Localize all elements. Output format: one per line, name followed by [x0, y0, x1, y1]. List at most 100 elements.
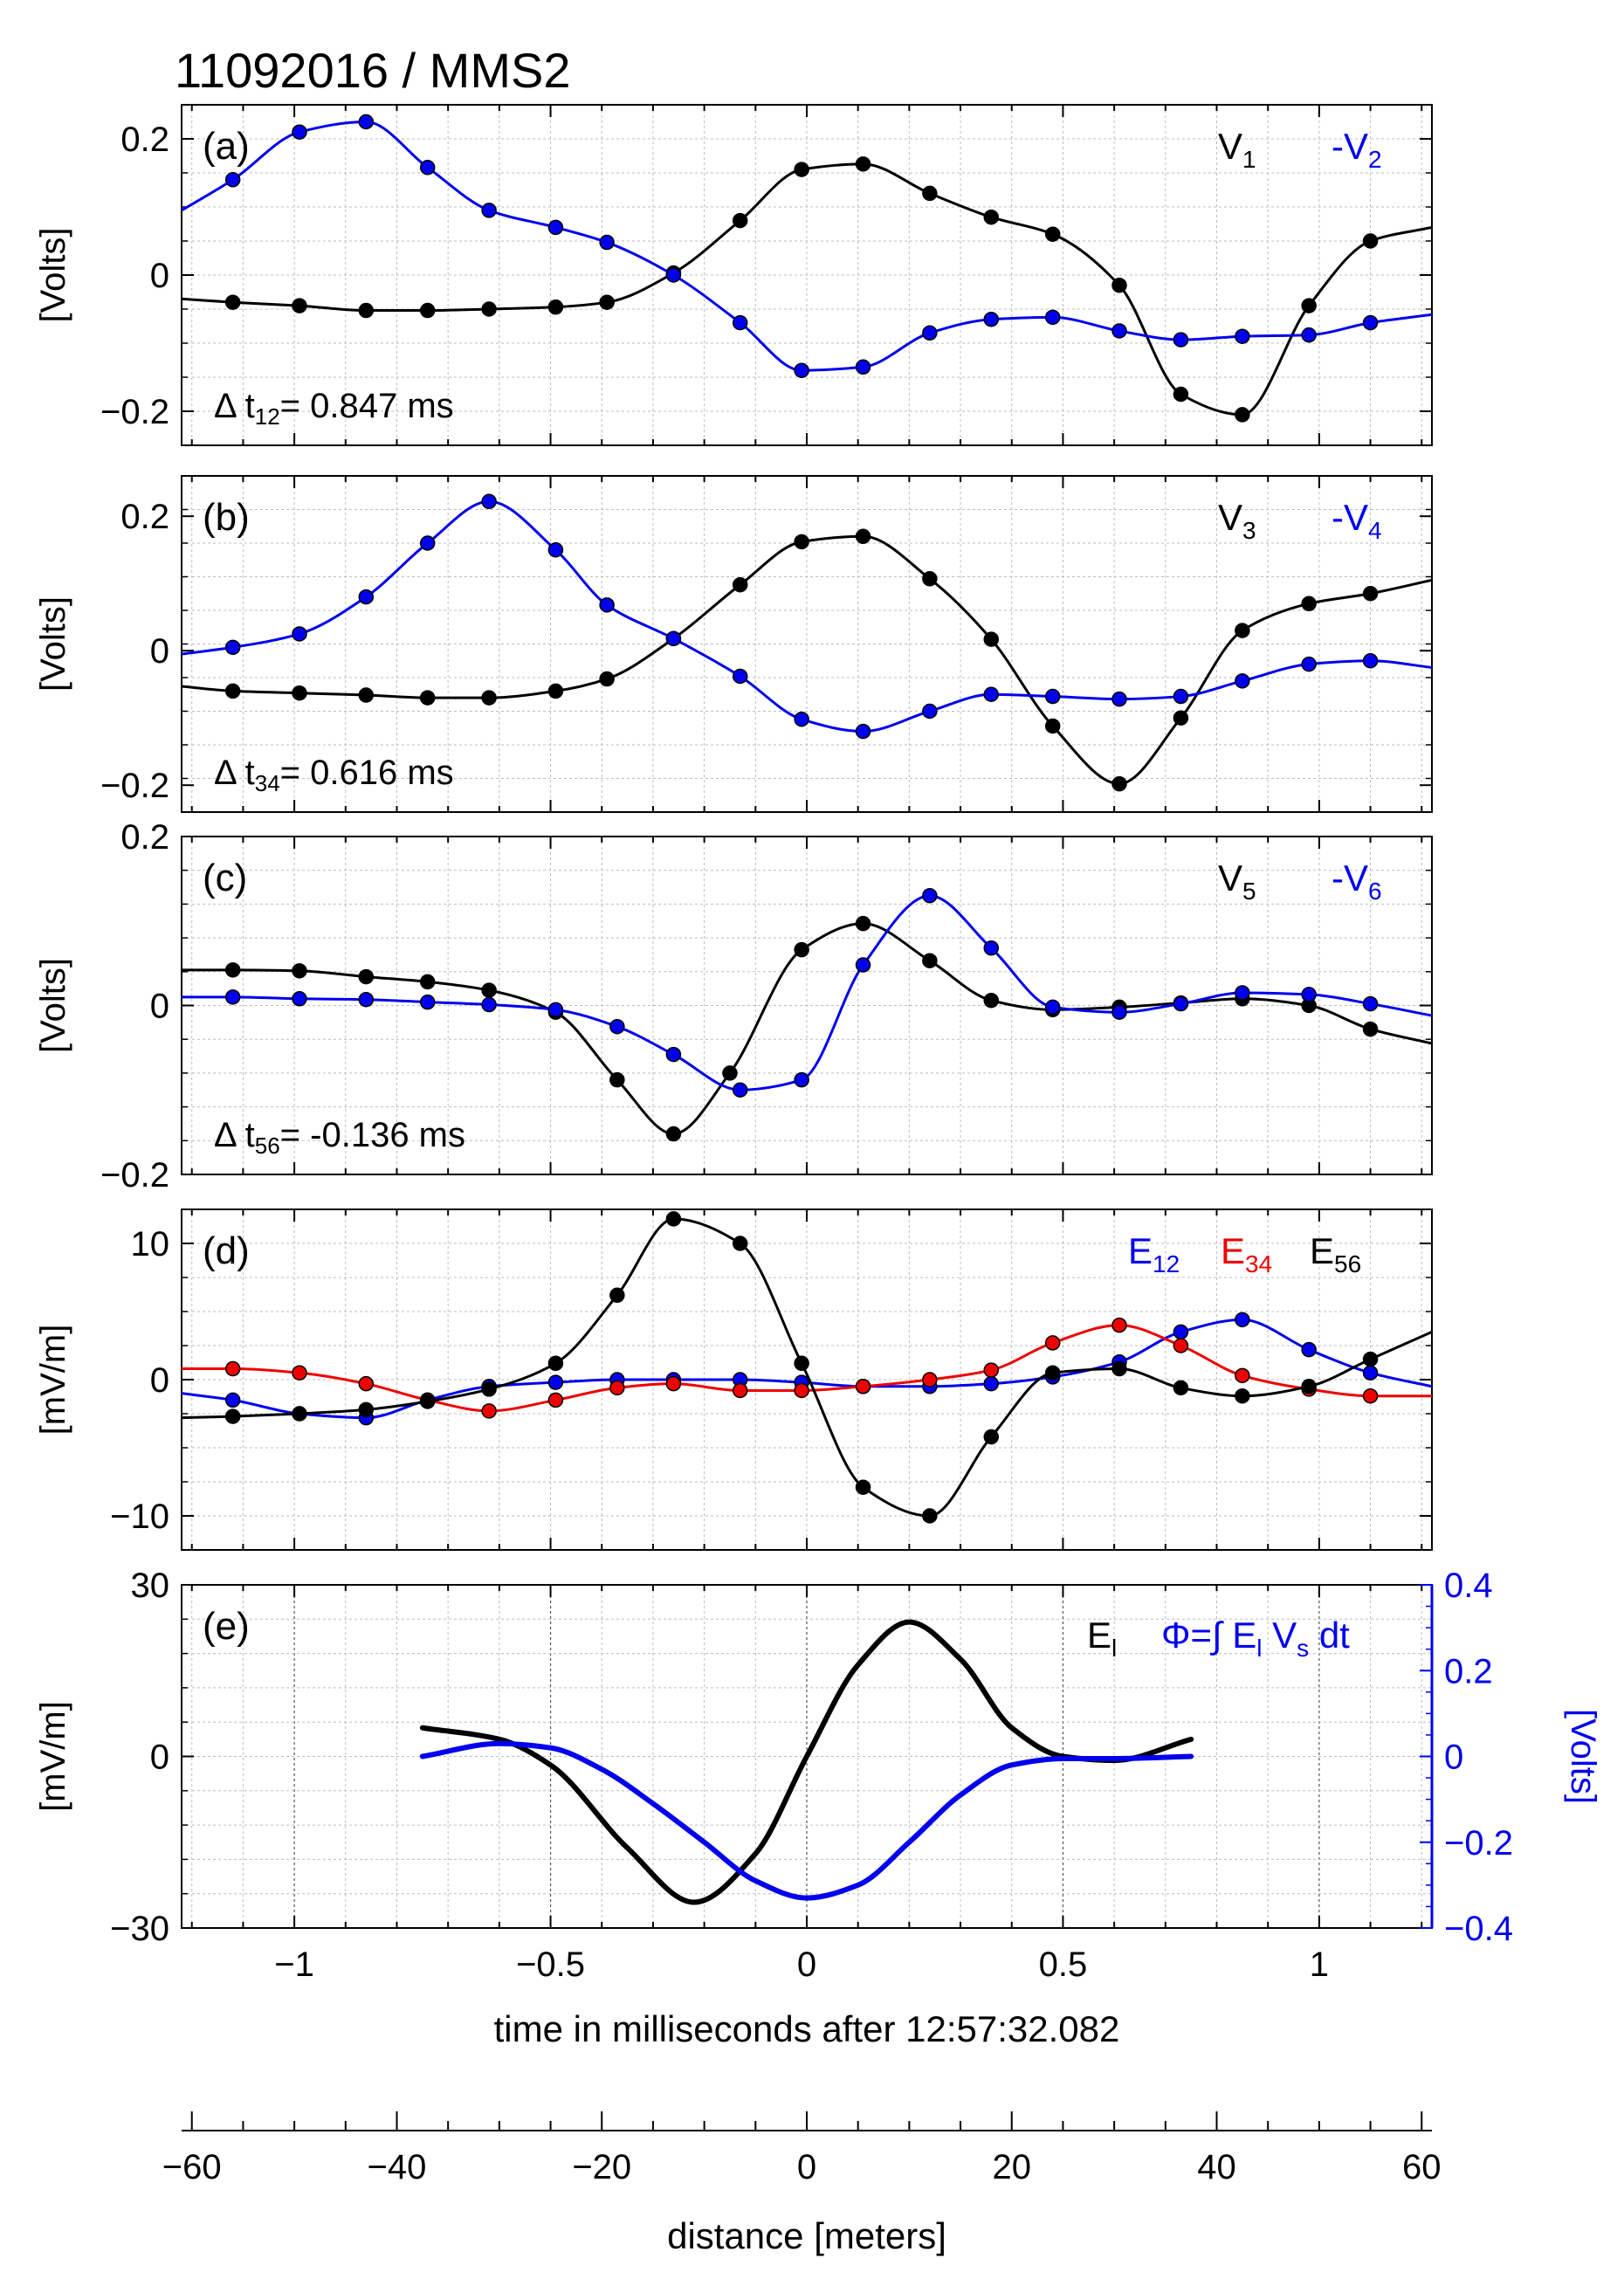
data-point-E56 — [547, 1355, 564, 1372]
data-point-E34 — [1173, 1338, 1189, 1353]
data-point-E56 — [1044, 1365, 1061, 1381]
data-point-E56 — [419, 1394, 436, 1409]
right-y-tick-label: 0 — [1444, 1739, 1463, 1777]
legend-entry: E34 — [1221, 1230, 1272, 1277]
data-point-V3 — [599, 671, 615, 687]
data-point-E56 — [1235, 1388, 1250, 1404]
data-point-E34 — [855, 1379, 871, 1394]
delta-t-subscript: 56 — [255, 1133, 280, 1159]
data-point-V1 — [1301, 298, 1317, 313]
series-line-V5 — [182, 922, 1432, 1136]
data-point-E34 — [922, 1372, 938, 1388]
delta-t-value: = 0.847 ms — [280, 387, 454, 425]
data-point--V2 — [1235, 328, 1250, 344]
data-point--V4 — [983, 686, 1000, 702]
delta-t-label: Δ t — [214, 754, 255, 792]
y-axis-label: [Volts] — [34, 596, 72, 692]
data-point-V3 — [292, 685, 307, 701]
data-point-V3 — [419, 690, 436, 706]
data-point--V4 — [547, 541, 564, 558]
data-point--V6 — [922, 887, 938, 904]
legend-entry: -V2 — [1332, 126, 1382, 173]
legend-label: E — [1310, 1230, 1334, 1271]
data-point-E56 — [983, 1429, 1000, 1445]
legend-entry-El: El — [1087, 1615, 1117, 1662]
data-point-E56 — [1173, 1380, 1189, 1396]
legend-entry: V3 — [1218, 497, 1256, 544]
distance-tick-label: −60 — [162, 2148, 222, 2186]
data-point-E34 — [1044, 1335, 1061, 1351]
delta-t-subscript: 12 — [255, 403, 280, 430]
data-point--V6 — [732, 1082, 748, 1098]
y-tick-label: 10 — [131, 1225, 170, 1264]
series-line--V6 — [182, 894, 1432, 1091]
data-point--V2 — [665, 267, 682, 283]
panel-e: −30 0 30 [mV/m] (e) −0.4 −0.2 0 0.2 0.4 [Volts] −1 −… — [34, 1567, 1602, 2049]
x-ticks — [182, 1209, 1432, 1550]
data-point--V4 — [419, 535, 436, 551]
right-y-tick-label: −0.4 — [1444, 1910, 1513, 1948]
data-point--V2 — [224, 172, 241, 188]
data-point--V6 — [1301, 987, 1317, 1002]
data-point-V5 — [609, 1071, 625, 1088]
figure-title: 11092016 / MMS2 — [175, 43, 570, 98]
legend-label: -V — [1332, 497, 1368, 538]
data-point-V1 — [1235, 407, 1250, 423]
gridlines — [182, 105, 1432, 445]
distance-tick-label: 60 — [1402, 2148, 1442, 2186]
y-tick-label: 0 — [150, 1739, 169, 1777]
data-point--V4 — [1044, 688, 1061, 705]
data-point-V5 — [481, 982, 497, 998]
x-ticks — [182, 836, 1432, 1175]
legend-subscript: 2 — [1368, 146, 1382, 173]
data-point-E56 — [358, 1401, 375, 1418]
data-point--V2 — [358, 114, 375, 130]
data-point-V1 — [1362, 233, 1379, 249]
gridlines — [182, 837, 1432, 1174]
distance-axis-label: distance [meters] — [667, 2215, 946, 2256]
data-point--V6 — [794, 1071, 809, 1088]
series-group — [182, 887, 1432, 1142]
data-point-V3 — [358, 687, 375, 703]
data-point-E56 — [732, 1236, 748, 1251]
data-point-V1 — [224, 294, 241, 310]
data-point-E12 — [547, 1374, 564, 1390]
x-tick-label: −0.5 — [516, 1945, 585, 1984]
data-point-V5 — [419, 974, 436, 990]
data-point--V6 — [665, 1046, 682, 1063]
data-point-E34 — [547, 1392, 564, 1408]
series-line-V3 — [182, 534, 1432, 786]
legend-label: V — [1218, 126, 1242, 167]
data-point--V2 — [1044, 309, 1061, 326]
legend-label: V — [1262, 1615, 1297, 1656]
data-point-V1 — [794, 162, 809, 177]
data-point-V3 — [1044, 718, 1061, 734]
distance-tick-label: 40 — [1197, 2148, 1236, 2186]
data-point-V1 — [1111, 277, 1127, 293]
data-point--V4 — [855, 723, 871, 740]
legend-label: E — [1128, 1230, 1153, 1271]
delta-t-subscript: 34 — [255, 770, 280, 796]
data-point--V4 — [292, 626, 307, 642]
legend-entry: -V4 — [1332, 497, 1382, 544]
data-point-E12 — [1173, 1324, 1189, 1340]
x-ticks — [182, 1584, 1423, 1929]
data-point--V4 — [1111, 691, 1127, 707]
legend-entry: E56 — [1310, 1230, 1361, 1277]
data-point--V4 — [358, 589, 375, 605]
distance-axis: −60 −40 −20 0 20 40 60 distance [meters] — [162, 2111, 1442, 2256]
data-point-E12 — [224, 1392, 241, 1408]
data-point-E34 — [609, 1380, 625, 1396]
data-point--V2 — [855, 359, 871, 375]
panel-label: (e) — [203, 1605, 250, 1648]
legend-subscript: 5 — [1242, 878, 1256, 905]
x-axis-label: time in milliseconds after 12:57:32.082 — [494, 2008, 1120, 2049]
series-line--V4 — [182, 499, 1432, 733]
legend-entry-phi: Φ=∫ El Vs dt — [1161, 1615, 1350, 1662]
legend-subscript: 34 — [1245, 1250, 1272, 1277]
data-point--V2 — [922, 325, 938, 341]
data-point-E56 — [1111, 1360, 1127, 1377]
panel-label: (a) — [203, 125, 250, 168]
